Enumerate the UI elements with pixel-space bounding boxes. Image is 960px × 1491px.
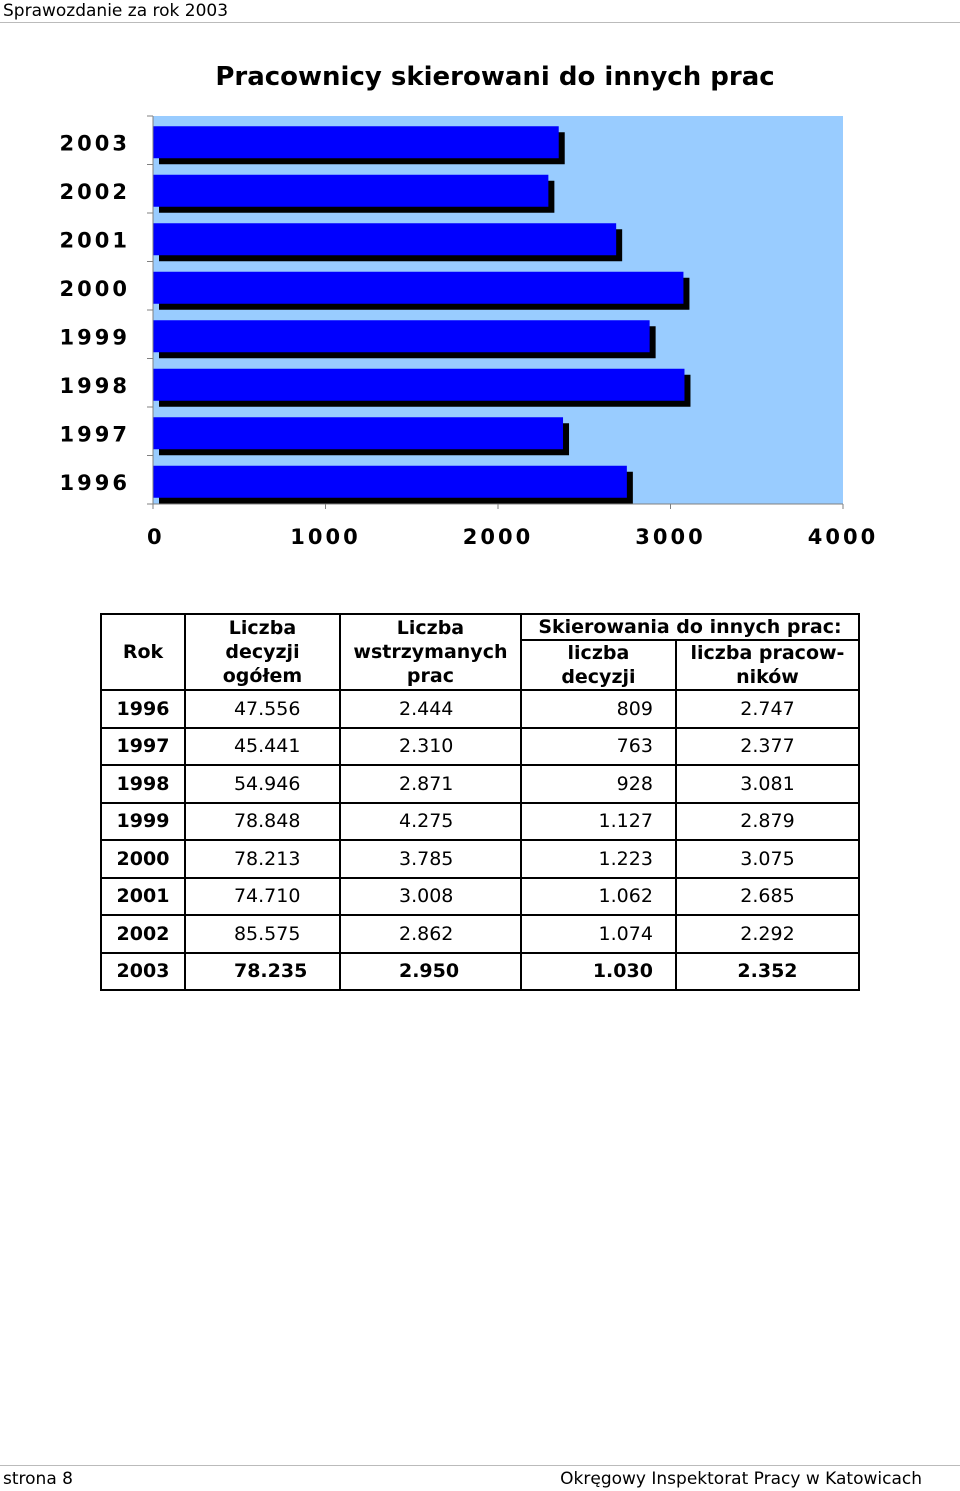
category-label: 2002 (60, 180, 130, 204)
cell-decyzje: 78.213 (183, 839, 341, 879)
cell-decyzje: 54.946 (183, 764, 341, 804)
header-wstrzymane-line-3: prac (406, 665, 454, 687)
chart-title: Pracownicy skierowani do innych prac (215, 62, 775, 92)
bar (153, 320, 650, 353)
x-tick-label: 3000 (635, 525, 705, 549)
header-wstrzymane-line-1: Liczba (396, 617, 465, 639)
cell-rok: 2000 (100, 839, 186, 879)
cell-rok: 2001 (100, 876, 186, 916)
data-table: Rok Liczba decyzji ogółem Liczba wstrzym… (100, 613, 861, 991)
table-row: 1996 47.556 2.444 809 2.747 (100, 689, 861, 729)
table-row: 1997 45.441 2.310 763 2.377 (100, 726, 861, 766)
cell-liczba-decyzji: 1.223 (519, 839, 677, 879)
bar (153, 417, 564, 450)
header-text: Sprawozdanie za rok 2003 (3, 1, 229, 21)
cell-liczba-decyzji: 1.030 (519, 951, 677, 991)
bar (153, 271, 684, 304)
category-label: 1996 (60, 471, 130, 495)
table-row: 1999 78.848 4.275 1.127 2.879 (100, 801, 861, 841)
header-liczba-decyzji: liczba decyzji (519, 639, 677, 691)
bar-chart: 2003 2002 2001 2000 1999 1998 1997 1996 0 1000 200… (60, 115, 878, 549)
cell-wstrzymane: 2.310 (338, 726, 522, 766)
cell-rok: 2003 (100, 951, 186, 991)
table-row: 2003 78.235 2.950 1.030 2.352 (100, 951, 861, 991)
header-pracownikow-line-1: liczba pracow- (690, 642, 845, 664)
cell-rok: 1997 (100, 726, 186, 766)
table-row: 2000 78.213 3.785 1.223 3.075 (100, 839, 861, 879)
cell-wstrzymane: 2.862 (338, 914, 522, 954)
category-label: 2003 (60, 131, 130, 155)
header-pracownikow-line-2: ników (736, 666, 799, 688)
cell-liczba-pracownikow: 2.292 (674, 914, 861, 954)
x-tick-label: 0 (147, 525, 165, 549)
cell-liczba-pracownikow: 2.685 (674, 876, 861, 916)
cell-liczba-decyzji: 763 (519, 726, 677, 766)
cell-rok: 1999 (100, 801, 186, 841)
bar (153, 174, 549, 207)
category-label: 1997 (60, 422, 130, 446)
header-wstrzymane: Liczba wstrzymanych prac (338, 613, 522, 691)
cell-liczba-pracownikow: 2.747 (674, 689, 861, 729)
cell-wstrzymane: 2.871 (338, 764, 522, 804)
cell-wstrzymane: 3.008 (338, 876, 522, 916)
cell-decyzje: 74.710 (183, 876, 341, 916)
header-decyzje-line-2: ogółem (222, 665, 303, 687)
cell-liczba-pracownikow: 3.081 (674, 764, 861, 804)
bar (153, 223, 617, 256)
cell-wstrzymane: 2.950 (338, 951, 522, 991)
table-row: 2001 74.710 3.008 1.062 2.685 (100, 876, 861, 916)
cell-wstrzymane: 2.444 (338, 689, 522, 729)
table-row: 2002 85.575 2.862 1.074 2.292 (100, 914, 861, 954)
cell-rok: 2002 (100, 914, 186, 954)
cell-rok: 1998 (100, 764, 186, 804)
cell-liczba-pracownikow: 2.377 (674, 726, 861, 766)
footer-page-number: strona 8 (3, 1469, 73, 1489)
category-label: 1999 (60, 325, 130, 349)
bar (153, 368, 685, 401)
cell-wstrzymane: 4.275 (338, 801, 522, 841)
cell-decyzje: 78.235 (183, 951, 341, 991)
cell-wstrzymane: 3.785 (338, 839, 522, 879)
header-decyzje-line-1: Liczba decyzji (225, 617, 300, 663)
cell-liczba-decyzji: 809 (519, 689, 677, 729)
cell-rok: 1996 (100, 689, 186, 729)
category-label: 2001 (60, 228, 130, 252)
category-label: 1998 (60, 374, 130, 398)
x-tick-label: 2000 (463, 525, 533, 549)
table-row: 1998 54.946 2.871 928 3.081 (100, 764, 861, 804)
category-label: 2000 (60, 277, 130, 301)
header-wstrzymane-line-2: wstrzymanych (353, 641, 508, 663)
footer-organization: Okręgowy Inspektorat Pracy w Katowicach (560, 1469, 922, 1489)
header-skierowania: Skierowania do innych prac: (519, 613, 861, 641)
page-footer: strona 8 Okręgowy Inspektorat Pracy w Ka… (0, 1465, 960, 1491)
table-body: 1996 47.556 2.444 809 2.747 1997 45.441 2.310 76… (100, 689, 861, 991)
cell-liczba-decyzji: 1.062 (519, 876, 677, 916)
x-tick-label: 1000 (290, 525, 360, 549)
cell-decyzje: 47.556 (183, 689, 341, 729)
header-rok: Rok (100, 613, 186, 691)
page-header: Sprawozdanie za rok 2003 (0, 0, 960, 23)
cell-liczba-pracownikow: 2.879 (674, 801, 861, 841)
cell-liczba-pracownikow: 3.075 (674, 839, 861, 879)
cell-liczba-decyzji: 1.127 (519, 801, 677, 841)
cell-liczba-pracownikow: 2.352 (674, 951, 861, 991)
cell-liczba-decyzji: 1.074 (519, 914, 677, 954)
header-liczba-pracownikow: liczba pracow- ników (674, 639, 861, 691)
cell-decyzje: 78.848 (183, 801, 341, 841)
bar (153, 465, 627, 498)
header-decyzje: Liczba decyzji ogółem (183, 613, 341, 691)
bar (153, 126, 559, 159)
x-tick-label: 4000 (808, 525, 878, 549)
cell-decyzje: 45.441 (183, 726, 341, 766)
cell-decyzje: 85.575 (183, 914, 341, 954)
cell-liczba-decyzji: 928 (519, 764, 677, 804)
